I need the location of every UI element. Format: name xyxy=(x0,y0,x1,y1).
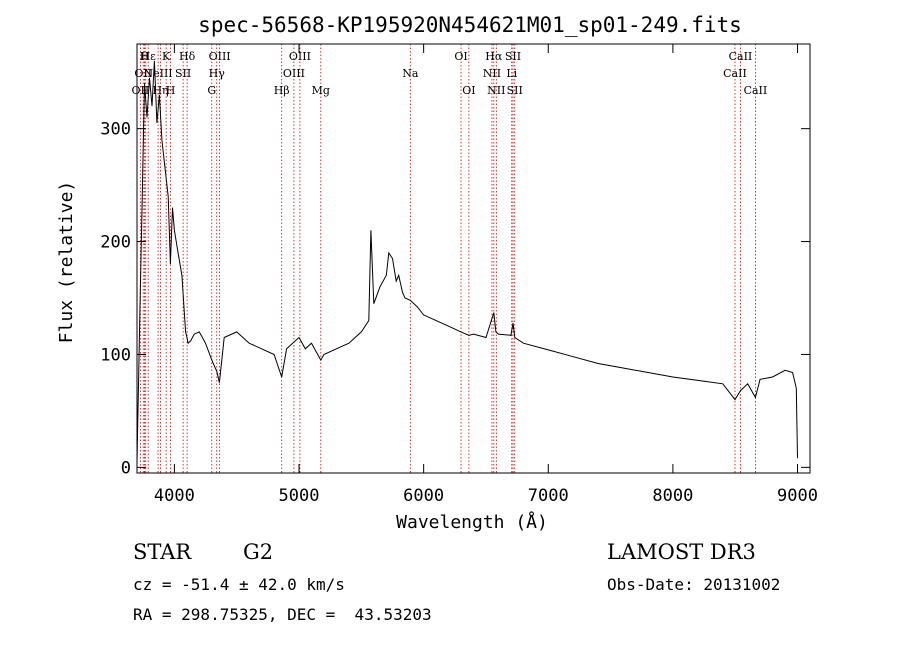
x-tick-label-5: 9000 xyxy=(777,486,818,506)
line-label-8: H xyxy=(166,84,176,97)
plot-frame xyxy=(136,43,811,474)
line-label-9: SII xyxy=(175,67,191,80)
line-label-12: Hγ xyxy=(209,67,226,80)
line-label-25: SII xyxy=(505,50,521,63)
line-label-16: OIII xyxy=(289,50,311,63)
y-tick-label-2: 200 xyxy=(100,233,131,253)
line-label-22: Hα xyxy=(485,50,503,63)
y-tick-label-3: 300 xyxy=(100,120,131,140)
chart-title: spec-56568-KP195920N454621M01_sp01-249.f… xyxy=(198,13,742,37)
y-axis-label: Flux (relative) xyxy=(56,181,77,344)
spectral-line-labels: OIIOIIHIHεNeIIIHηKHSIIHδGHγOIIIHβOIIIOII… xyxy=(132,50,768,97)
x-tick-label-2: 6000 xyxy=(403,486,444,506)
line-label-17: Mg xyxy=(312,84,330,97)
line-label-5: NeIII xyxy=(143,67,172,80)
line-label-2: H xyxy=(140,50,150,63)
y-axis-ticks: 0 100 200 300 xyxy=(100,120,810,478)
line-label-20: OI xyxy=(462,84,475,97)
line-label-7: K xyxy=(162,50,171,63)
y-tick-label-0: 0 xyxy=(121,458,131,478)
x-axis-label: Wavelength (Å) xyxy=(396,511,548,533)
y-tick-label-1: 100 xyxy=(100,345,131,365)
line-label-1: OII xyxy=(134,67,152,80)
object-subclass: G2 xyxy=(243,540,274,564)
line-label-10: Hδ xyxy=(179,50,196,63)
x-tick-label-1: 5000 xyxy=(279,486,320,506)
line-label-0: OII xyxy=(132,84,150,97)
line-label-6: Hη xyxy=(152,84,168,97)
x-tick-label-4: 8000 xyxy=(652,486,693,506)
line-label-18: Na xyxy=(402,67,419,80)
line-label-24: Li xyxy=(506,67,517,80)
coordinates: RA = 298.75325, DEC = 43.53203 xyxy=(133,605,432,624)
line-label-21: NII xyxy=(483,67,501,80)
object-class: STAR xyxy=(133,540,192,564)
line-label-11: G xyxy=(207,84,216,97)
line-label-13: OIII xyxy=(209,50,231,63)
line-label-15: OIII xyxy=(283,67,305,80)
observation-date: Obs-Date: 20131002 xyxy=(607,575,781,594)
line-label-27: CaII xyxy=(723,67,747,80)
line-label-19: OI xyxy=(454,50,467,63)
survey-name: LAMOST DR3 xyxy=(607,540,756,564)
x-tick-label-3: 7000 xyxy=(528,486,569,506)
line-label-29: CaII xyxy=(744,84,768,97)
redshift-cz: cz = -51.4 ± 42.0 km/s xyxy=(133,575,345,594)
line-label-3: I xyxy=(144,67,148,80)
x-tick-label-0: 4000 xyxy=(154,486,195,506)
line-label-4: Hε xyxy=(141,50,157,63)
x-axis-ticks: 4000 5000 6000 7000 8000 9000 xyxy=(154,44,818,506)
line-label-14: Hβ xyxy=(274,84,290,97)
line-label-23: NII xyxy=(487,84,505,97)
spectral-line-markers xyxy=(139,44,756,473)
line-label-26: SII xyxy=(507,84,523,97)
spectrum-line xyxy=(136,60,798,462)
line-label-28: CaII xyxy=(729,50,753,63)
